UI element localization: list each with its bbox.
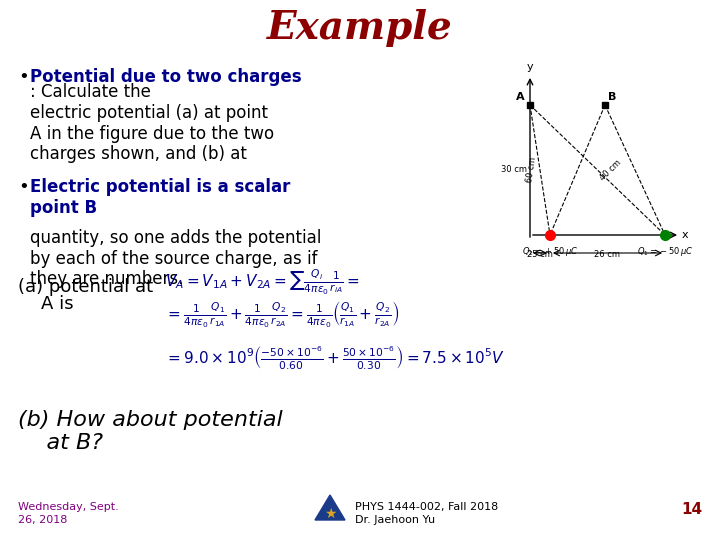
Text: (a) potential at: (a) potential at (18, 278, 153, 296)
Text: $= 9.0\times10^9\left(\frac{-50\times10^{-6}}{0.60} + \frac{50\times10^{-6}}{0.3: $= 9.0\times10^9\left(\frac{-50\times10^… (165, 345, 505, 373)
Text: x: x (682, 230, 688, 240)
Text: Electric potential is a scalar
point B: Electric potential is a scalar point B (30, 178, 290, 217)
Text: : Calculate the
electric potential (a) at point
A in the figure due to the two
c: : Calculate the electric potential (a) a… (30, 83, 274, 164)
Text: 25 cm: 25 cm (527, 250, 553, 259)
Polygon shape (315, 495, 345, 520)
Text: (b) How about potential
    at B?: (b) How about potential at B? (18, 410, 283, 453)
Text: 40 cm: 40 cm (598, 158, 623, 182)
Text: ★: ★ (324, 507, 336, 521)
Text: Potential due to two charges: Potential due to two charges (30, 68, 302, 86)
Text: 60 cm: 60 cm (526, 157, 539, 184)
Text: A is: A is (18, 295, 73, 313)
Text: B: B (608, 92, 616, 102)
Text: 30 cm: 30 cm (501, 165, 527, 174)
Text: •: • (18, 68, 29, 86)
Text: $Q_2 = +50\,\mu C$: $Q_2 = +50\,\mu C$ (522, 245, 578, 258)
Text: Dr. Jaehoon Yu: Dr. Jaehoon Yu (355, 515, 435, 525)
Text: 26 cm: 26 cm (595, 250, 621, 259)
Text: 14: 14 (681, 503, 702, 517)
Text: A: A (516, 92, 525, 102)
Text: quantity, so one adds the potential
by each of the source charge, as if
they are: quantity, so one adds the potential by e… (30, 208, 321, 288)
Text: y: y (527, 62, 534, 72)
Text: Wednesday, Sept.: Wednesday, Sept. (18, 502, 119, 512)
Text: $V_A = V_{1A} + V_{2A} = \sum \frac{Q_i}{4\pi\varepsilon_0}\frac{1}{r_{iA}} =$: $V_A = V_{1A} + V_{2A} = \sum \frac{Q_i}… (165, 268, 360, 298)
Text: PHYS 1444-002, Fall 2018: PHYS 1444-002, Fall 2018 (355, 502, 498, 512)
Text: 26, 2018: 26, 2018 (18, 515, 68, 525)
Text: $= \frac{1}{4\pi\varepsilon_0}\frac{Q_1}{r_{1A}} + \frac{1}{4\pi\varepsilon_0}\f: $= \frac{1}{4\pi\varepsilon_0}\frac{Q_1}… (165, 300, 399, 330)
Text: $Q_1 = -50\,\mu C$: $Q_1 = -50\,\mu C$ (637, 245, 693, 258)
Text: •: • (18, 178, 29, 196)
Text: Example: Example (267, 9, 453, 47)
